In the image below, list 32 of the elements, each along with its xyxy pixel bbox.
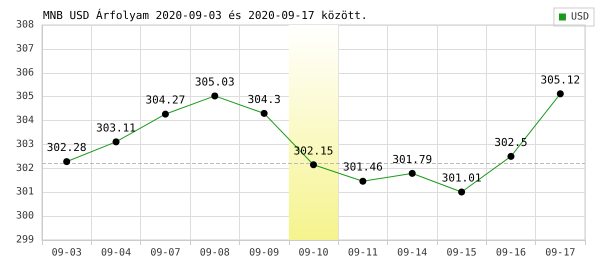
x-tick-label: 09-17: [545, 248, 576, 258]
data-label: 304.3: [248, 92, 281, 106]
y-tick-label: 302: [16, 162, 34, 174]
data-label: 305.12: [540, 73, 580, 86]
y-tick-label: 303: [16, 138, 34, 150]
y-tick-label: 307: [16, 43, 34, 54]
y-tick-label: 304: [16, 115, 34, 126]
data-label: 304.27: [146, 94, 186, 107]
x-tick-label: 09-15: [446, 248, 477, 258]
data-label: 303.11: [96, 121, 136, 134]
x-tick-label: 09-08: [200, 248, 230, 258]
data-label: 301.01: [442, 171, 482, 184]
y-tick-label: 300: [16, 210, 34, 222]
x-tick-label: 09-03: [52, 248, 82, 258]
chart-title: MNB USD Árfolyam 2020-09-03 és 2020-09-17 között.: [43, 8, 368, 22]
data-label: 301.46: [342, 160, 383, 174]
data-label: 301.79: [392, 152, 432, 166]
y-tick-label: 305: [16, 91, 34, 102]
x-tick-label: 09-07: [150, 248, 180, 258]
legend-label: USD: [570, 12, 589, 22]
x-tick-label: 09-11: [348, 248, 378, 258]
data-label: 302.28: [46, 141, 87, 154]
y-tick-label: 301: [16, 186, 34, 198]
y-tick-label: 308: [16, 20, 34, 30]
x-tick-label: 09-16: [496, 248, 526, 258]
x-tick-label: 09-04: [100, 248, 132, 258]
x-tick-label: 09-10: [298, 248, 329, 258]
x-tick-label: 09-09: [249, 248, 280, 258]
data-label: 305.03: [194, 75, 235, 88]
y-tick-label: 299: [16, 234, 34, 246]
y-tick-label: 306: [16, 67, 34, 78]
x-tick-label: 09-14: [397, 248, 428, 258]
